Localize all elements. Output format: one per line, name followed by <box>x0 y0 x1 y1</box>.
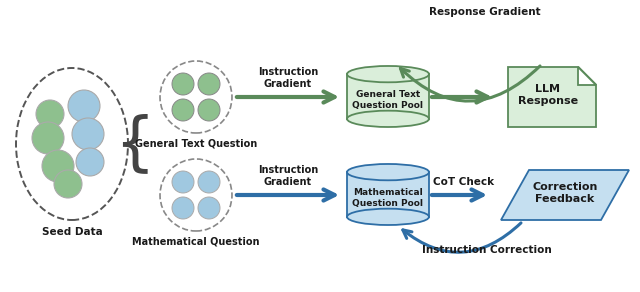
Text: General Text Question: General Text Question <box>135 139 257 149</box>
Text: Correction
Feedback: Correction Feedback <box>532 182 598 204</box>
Ellipse shape <box>347 164 429 180</box>
Bar <box>347 172 429 217</box>
Circle shape <box>172 197 194 219</box>
Ellipse shape <box>347 66 429 82</box>
Text: Instruction Correction: Instruction Correction <box>422 245 552 255</box>
Text: General Text
Question Pool: General Text Question Pool <box>353 90 424 110</box>
Circle shape <box>198 99 220 121</box>
Circle shape <box>172 99 194 121</box>
Bar <box>347 74 429 119</box>
Text: CoT Check: CoT Check <box>433 177 494 187</box>
Text: Mathematical Question: Mathematical Question <box>132 237 260 247</box>
Text: Instruction
Gradient: Instruction Gradient <box>258 165 318 187</box>
Circle shape <box>68 90 100 122</box>
Circle shape <box>54 170 82 198</box>
Circle shape <box>32 122 64 154</box>
Polygon shape <box>501 170 629 220</box>
Circle shape <box>198 197 220 219</box>
Circle shape <box>198 171 220 193</box>
Text: Mathematical
Question Pool: Mathematical Question Pool <box>353 188 424 208</box>
Circle shape <box>198 73 220 95</box>
Text: Instruction
Gradient: Instruction Gradient <box>258 67 318 89</box>
Circle shape <box>42 150 74 182</box>
Circle shape <box>76 148 104 176</box>
Ellipse shape <box>347 111 429 127</box>
Polygon shape <box>579 67 596 85</box>
Circle shape <box>36 100 64 128</box>
Ellipse shape <box>347 209 429 225</box>
Text: Seed Data: Seed Data <box>42 227 102 237</box>
Polygon shape <box>508 67 596 127</box>
Circle shape <box>172 171 194 193</box>
Text: {: { <box>114 113 154 175</box>
Text: LLM
Response: LLM Response <box>518 84 578 106</box>
Text: Response Gradient: Response Gradient <box>429 7 541 17</box>
Circle shape <box>172 73 194 95</box>
Circle shape <box>72 118 104 150</box>
